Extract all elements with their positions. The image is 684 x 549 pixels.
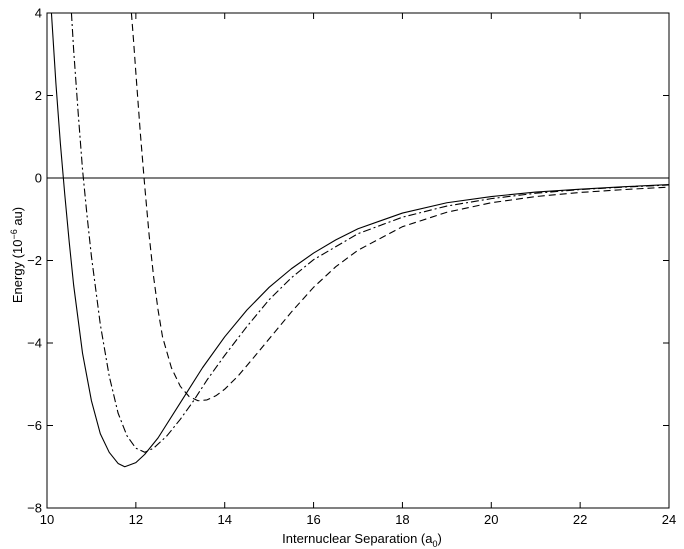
y-axis-label-suffix: au) [10, 207, 25, 229]
series-dashed-line [130, 13, 669, 402]
y-tick-label: 4 [35, 6, 42, 21]
series-dash-dot-line [70, 13, 669, 453]
y-tick-label: −4 [27, 336, 42, 351]
plot-frame [46, 12, 670, 509]
y-tick-label: 0 [35, 171, 42, 186]
x-tick-label: 22 [573, 512, 587, 527]
y-axis-label: Energy (10−6 au) [9, 207, 25, 303]
y-tick-label: 2 [35, 88, 42, 103]
y-tick-label: −2 [27, 253, 42, 268]
y-axis-label-prefix: Energy (10 [10, 240, 25, 304]
curve-layer [47, 13, 669, 468]
x-tick-label: 20 [484, 512, 498, 527]
series-solid-line [50, 13, 669, 468]
x-tick-label: 24 [662, 512, 676, 527]
x-tick-label: 16 [306, 512, 320, 527]
x-axis-label-text: Internuclear Separation (a [282, 531, 433, 546]
x-tick-label: 18 [395, 512, 409, 527]
y-tick-label: −6 [27, 418, 42, 433]
x-tick-label: 14 [217, 512, 231, 527]
x-axis-label-suffix: ) [437, 531, 441, 546]
x-tick-label: 10 [40, 512, 54, 527]
x-tick-label: 12 [129, 512, 143, 527]
x-axis-label-subscript: 0 [432, 539, 437, 549]
y-axis-label-superscript: −6 [9, 229, 19, 239]
x-axis-label: Internuclear Separation (a0) [282, 531, 442, 549]
y-tick-label: −8 [27, 501, 42, 516]
